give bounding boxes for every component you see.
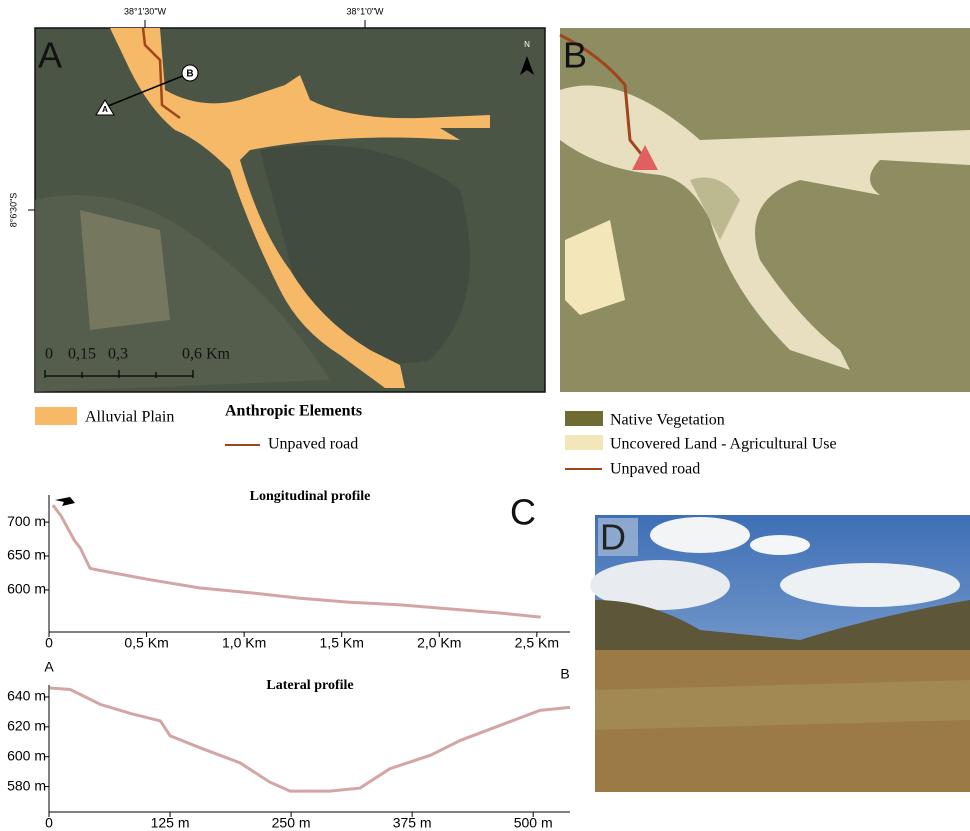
marker-label: A xyxy=(102,105,108,114)
legend-label: Native Vegetation xyxy=(610,412,725,429)
latitude-label: 8°6'30"S xyxy=(8,193,18,228)
y-tick-label: 640 m xyxy=(7,688,46,704)
map-b xyxy=(560,28,970,392)
x-tick-label: 375 m xyxy=(393,815,432,831)
x-tick-label: 1,5 Km xyxy=(320,635,364,651)
x-tick-label: 0 xyxy=(45,815,53,831)
figure: A B C D 38°1'30"W 38°1'0"W 8°6'30"S B A … xyxy=(0,0,970,831)
y-tick-label: 600 m xyxy=(7,747,46,763)
chart-title: Lateral profile xyxy=(266,678,353,693)
scale-label: 0 xyxy=(45,346,53,363)
x-tick-label: 1,0 Km xyxy=(222,635,266,651)
legend-label: Unpaved road xyxy=(268,436,358,453)
x-tick-label: 0 xyxy=(45,635,53,651)
x-tick-label: 125 m xyxy=(151,815,190,831)
longitude-label: 38°1'0"W xyxy=(346,6,384,16)
panel-letter: C xyxy=(510,492,536,533)
marker-label: B xyxy=(186,69,193,80)
panel-letter: D xyxy=(600,517,626,558)
north-label: N xyxy=(524,40,530,49)
profile-end-label: B xyxy=(560,666,569,682)
y-tick-label: 620 m xyxy=(7,718,46,734)
y-tick-label: 700 m xyxy=(7,513,46,529)
panel-letter: A xyxy=(38,35,62,76)
y-tick-label: 580 m xyxy=(7,777,46,793)
legend-swatch xyxy=(565,411,603,426)
x-tick-label: 0,5 Km xyxy=(124,635,168,651)
legend-label: Alluvial Plain xyxy=(85,409,174,426)
profile-line xyxy=(53,505,541,617)
profile-end-label: A xyxy=(44,659,54,675)
scale-label: 0,6 Km xyxy=(182,346,231,363)
legend-heading: Anthropic Elements xyxy=(225,403,362,420)
legend-swatch xyxy=(35,407,77,425)
photo-d xyxy=(590,515,970,792)
x-tick-label: 500 m xyxy=(514,815,553,831)
profile-line xyxy=(50,688,570,791)
x-tick-label: 250 m xyxy=(272,815,311,831)
longitude-label: 38°1'30"W xyxy=(124,6,167,16)
x-tick-label: 2,0 Km xyxy=(417,635,461,651)
legend-label: Uncovered Land - Agricultural Use xyxy=(610,436,837,453)
y-tick-label: 600 m xyxy=(7,581,46,597)
chart-title: Longitudinal profile xyxy=(250,489,371,504)
map-a xyxy=(28,20,545,392)
scale-label: 0,3 xyxy=(108,346,128,363)
legend-swatch xyxy=(565,435,603,450)
y-tick-label: 650 m xyxy=(7,547,46,563)
x-tick-label: 2,5 Km xyxy=(515,635,559,651)
flow-arrow xyxy=(55,492,75,506)
legend-label: Unpaved road xyxy=(610,461,700,478)
panel-letter: B xyxy=(563,35,587,76)
scale-label: 0,15 xyxy=(68,346,96,363)
